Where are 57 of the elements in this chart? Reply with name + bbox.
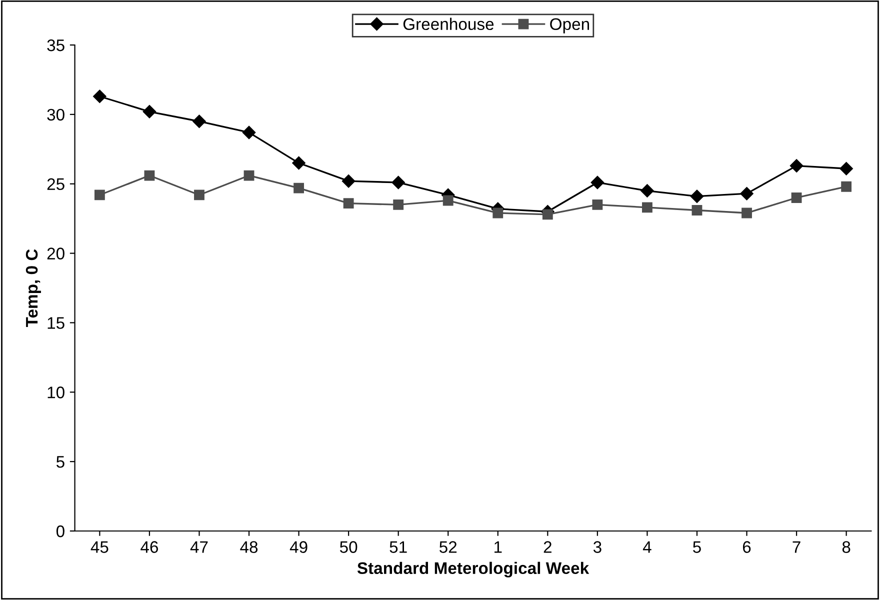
point [692,205,702,216]
point [144,170,155,181]
point [840,162,853,176]
point [791,192,802,203]
point [492,208,504,218]
legend-label: Open [550,18,589,34]
y-tick-label: 5 [56,456,64,468]
point [790,159,804,172]
x-tick-label: 3 [593,541,602,553]
x-tick-label: 4 [642,541,652,553]
x-axis-title: Standard Meterological Week [357,562,590,578]
x-tick-label: 51 [390,541,407,553]
point [343,198,354,209]
point [192,114,206,128]
point [442,195,454,206]
point [244,170,254,181]
point [592,199,603,210]
point [542,209,553,220]
y-tick-label: 15 [48,317,64,329]
y-tick-label: 30 [47,108,64,121]
point [590,176,604,190]
x-tick-label: 7 [792,541,800,553]
y-axis-title: Temp, 0 C [26,249,41,328]
x-tick-label: 46 [140,541,158,553]
x-tick-label: 2 [544,541,552,553]
point [94,190,105,200]
point [690,190,704,203]
x-tick-label: 45 [90,541,108,553]
point [642,202,652,213]
y-tick-label: 35 [47,39,64,52]
point [742,208,752,218]
legend-label: Greenhouse [403,18,494,30]
point [93,90,106,103]
point [342,174,356,188]
point [640,184,654,198]
y-tick-label: 25 [47,178,64,190]
y-tick-label: 20 [47,248,64,260]
y-tick-label: 0 [56,525,64,538]
y-tick-label: 10 [48,386,64,398]
point [841,181,852,192]
x-tick-label: 48 [240,541,258,553]
point [294,182,304,194]
point [194,190,204,200]
point [392,176,405,190]
x-tick-label: 1 [494,541,502,553]
x-tick-label: 5 [693,541,701,553]
x-tick-label: 47 [190,541,208,553]
point [292,156,306,170]
point [740,186,754,200]
point [393,199,404,210]
x-tick-label: 8 [842,541,850,553]
x-tick-label: 52 [440,541,457,553]
x-tick-label: 50 [340,541,358,553]
point [242,126,256,140]
point [142,105,156,118]
x-tick-label: 49 [290,541,308,553]
x-tick-label: 6 [742,541,751,553]
